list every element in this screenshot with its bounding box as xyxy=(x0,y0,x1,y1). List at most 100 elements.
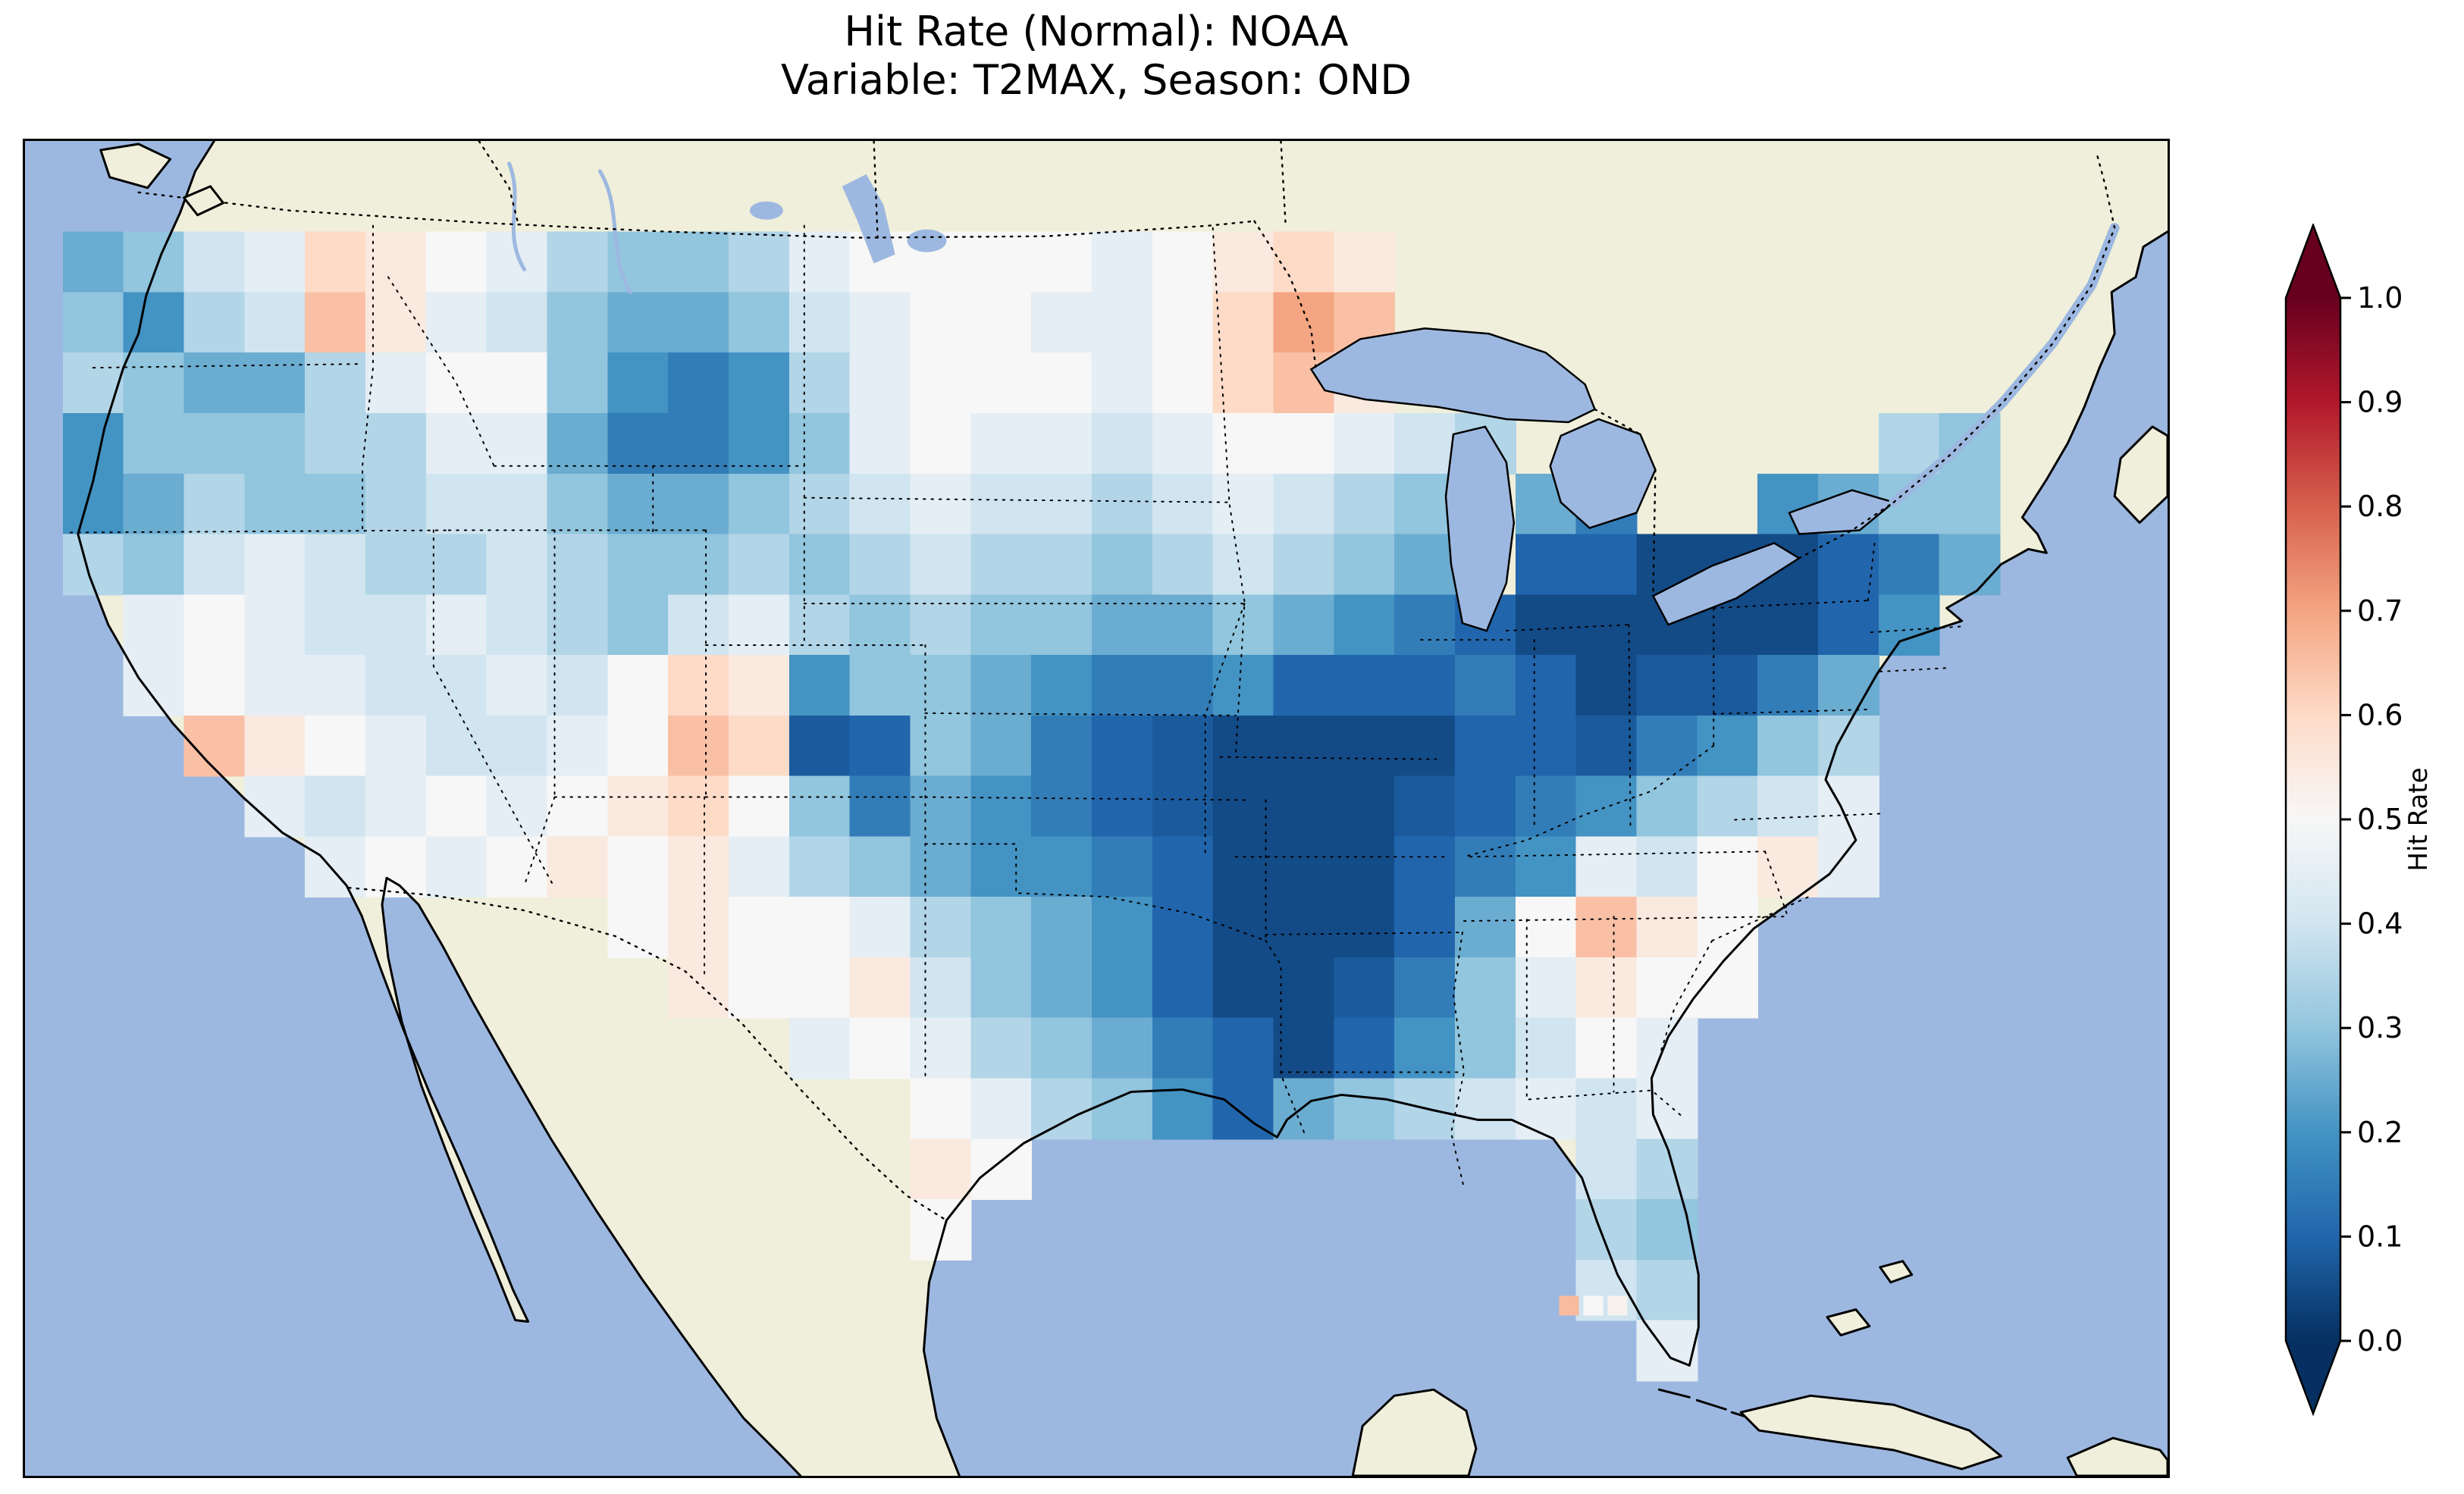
heatmap-cell xyxy=(1697,836,1759,898)
heatmap-cell xyxy=(1273,655,1335,716)
heatmap-cell xyxy=(788,231,851,293)
heatmap-cell xyxy=(788,352,851,414)
heatmap-cell xyxy=(970,473,1033,535)
heatmap-cell xyxy=(1212,715,1274,777)
heatmap-cell xyxy=(849,292,911,354)
heatmap-cell xyxy=(1031,473,1093,535)
heatmap-cell xyxy=(1031,1017,1093,1079)
heatmap-cell xyxy=(1273,594,1335,656)
heatmap-cell xyxy=(1575,897,1638,958)
heatmap-cell xyxy=(607,897,669,958)
heatmap-cell xyxy=(547,231,609,293)
heatmap-cell xyxy=(1939,534,2001,596)
heatmap-cell xyxy=(668,715,730,777)
heatmap-cell xyxy=(486,231,548,293)
heatmap-cell xyxy=(1212,534,1274,596)
heatmap-cell xyxy=(1394,655,1456,716)
heatmap-cell xyxy=(607,715,669,777)
lake-winnipeg xyxy=(842,174,895,264)
heatmap-cell xyxy=(729,655,790,716)
heatmap-cell xyxy=(668,655,730,716)
heatmap-cell xyxy=(1273,1017,1335,1079)
heatmap-cell xyxy=(970,775,1033,838)
heatmap-cell xyxy=(1092,352,1153,414)
heatmap-cell xyxy=(1878,412,1940,475)
heatmap-cell xyxy=(1273,473,1335,535)
heatmap-cell xyxy=(1092,594,1153,656)
heatmap-cell xyxy=(1031,1078,1093,1140)
heatmap-cell xyxy=(547,412,609,475)
heatmap-cell xyxy=(1152,655,1214,716)
heatmap-cell xyxy=(486,775,548,838)
heatmap-cell xyxy=(970,352,1033,414)
heatmap-cell xyxy=(486,473,548,535)
heatmap-cell xyxy=(1092,1017,1153,1079)
small-lake xyxy=(907,229,947,252)
heatmap-cell xyxy=(910,715,972,777)
heatmap-cell xyxy=(244,715,306,777)
heatmap-cell xyxy=(1092,231,1153,293)
heatmap-cell xyxy=(547,655,609,716)
heatmap-cell xyxy=(547,594,609,656)
heatmap-cell xyxy=(425,836,487,898)
chart-title-block: Hit Rate (Normal): NOAA Variable: T2MAX,… xyxy=(23,8,2170,105)
map-plot-area xyxy=(23,139,2170,1478)
heatmap-cell xyxy=(910,534,972,596)
heatmap-cell xyxy=(1212,352,1274,414)
heatmap-cell xyxy=(1212,655,1274,716)
heatmap-cell xyxy=(425,775,487,838)
heatmap-cell xyxy=(1575,957,1638,1019)
colorbar-tick-label: 0.0 xyxy=(2357,1324,2403,1358)
heatmap-cell xyxy=(1092,775,1153,838)
heatmap-cell xyxy=(1031,715,1093,777)
heatmap-cell xyxy=(305,594,367,656)
heatmap-cell xyxy=(788,473,851,535)
heatmap-cell xyxy=(62,412,124,475)
heatmap-cell xyxy=(1697,897,1759,958)
heatmap-cell xyxy=(1939,412,2001,475)
heatmap-cell xyxy=(607,412,669,475)
heatmap-cell xyxy=(365,715,427,777)
heatmap-cell xyxy=(1031,412,1093,475)
heatmap-cell xyxy=(849,534,911,596)
heatmap-cell xyxy=(1152,775,1214,838)
heatmap-cell xyxy=(123,534,185,596)
heatmap-cell xyxy=(486,412,548,475)
heatmap-cell xyxy=(1092,957,1153,1019)
heatmap-cell xyxy=(1212,412,1274,475)
colorbar-tick-label: 0.2 xyxy=(2357,1116,2403,1149)
heatmap-cell xyxy=(244,412,306,475)
heatmap-cell xyxy=(486,715,548,777)
heatmap-cell xyxy=(425,473,487,535)
great-lakes xyxy=(1309,327,1896,632)
cuba xyxy=(1739,1394,2002,1471)
heatmap-cell xyxy=(1152,352,1214,414)
heatmap-cell xyxy=(1031,594,1093,656)
heatmap-cell xyxy=(1575,1139,1638,1201)
heatmap-cell xyxy=(244,655,306,716)
heatmap-cell xyxy=(668,352,730,414)
canada-border xyxy=(137,151,2116,597)
yucatan xyxy=(1351,1388,1478,1476)
heatmap-cell xyxy=(244,473,306,535)
heatmap-cell xyxy=(849,957,911,1019)
heatmap-cell xyxy=(849,412,911,475)
colorbar-gradient xyxy=(2286,298,2340,1341)
heatmap-cell xyxy=(1092,473,1153,535)
heatmap-cell xyxy=(668,473,730,535)
heatmap-cell xyxy=(1757,715,1819,777)
heatmap-cell xyxy=(788,897,851,958)
heatmap-cell xyxy=(668,836,730,898)
heatmap-cell xyxy=(1031,352,1093,414)
heatmap-cell xyxy=(1152,1017,1214,1079)
hit-rate-heatmap-layer xyxy=(62,231,2001,1382)
heatmap-cell xyxy=(910,775,972,838)
heatmap-cell xyxy=(1212,836,1274,898)
heatmap-cell xyxy=(729,412,790,475)
heatmap-cell xyxy=(607,594,669,656)
heatmap-cell xyxy=(910,836,972,898)
heatmap-cell xyxy=(1575,836,1638,898)
heatmap-cell xyxy=(668,594,730,656)
heatmap-cell xyxy=(910,412,972,475)
heatmap-cell xyxy=(1152,473,1214,535)
